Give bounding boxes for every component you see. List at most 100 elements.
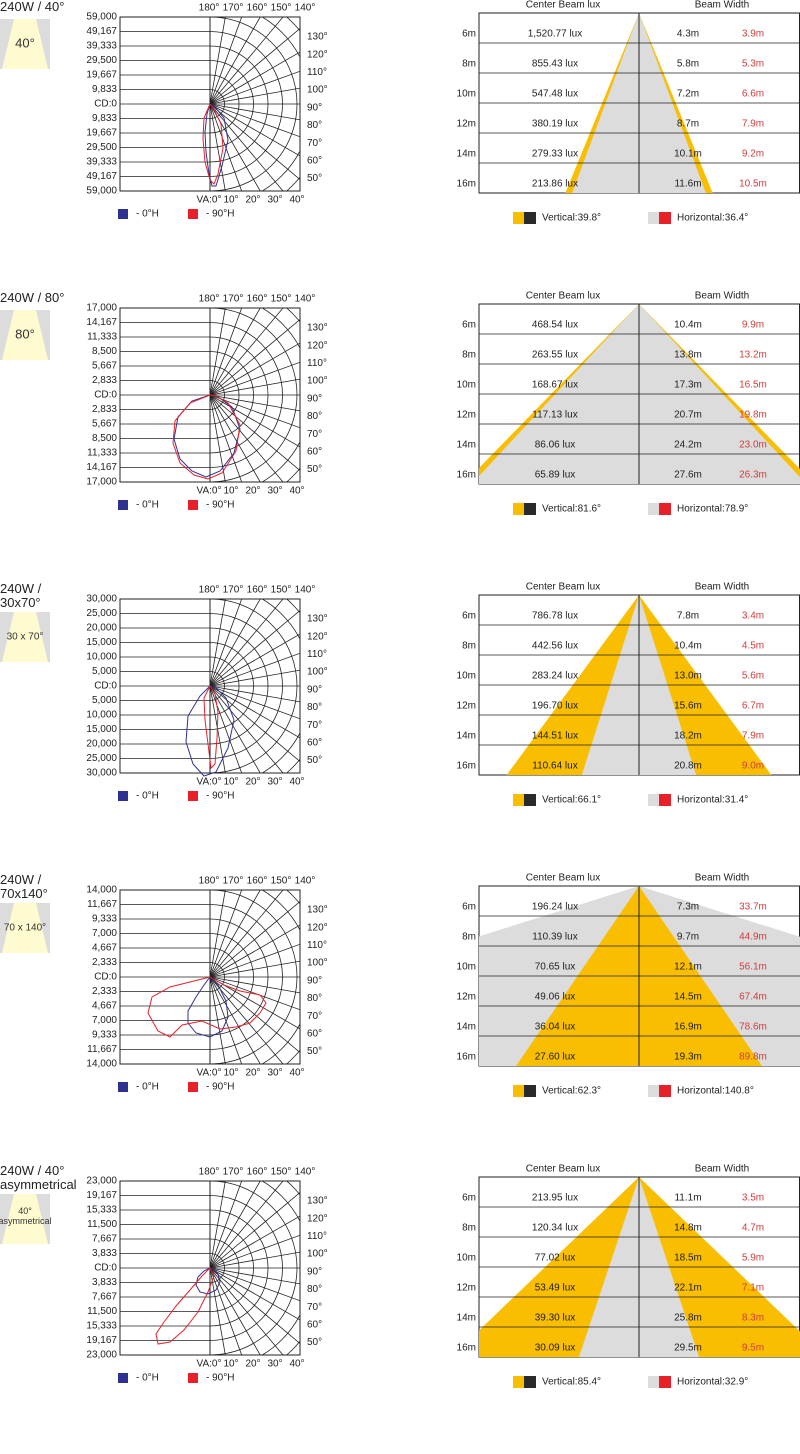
polar-bottom-label: 10° — [223, 1359, 238, 1370]
polar-spoke — [210, 609, 300, 687]
beam-width-horizontal: 9.9m — [742, 320, 764, 331]
beam-icon-label: 80° — [15, 326, 35, 341]
polar-scale-label: 15,000 — [86, 724, 117, 735]
legend-swatch — [188, 1082, 198, 1092]
polar-spoke — [210, 361, 300, 396]
distance-label: 14m — [457, 149, 476, 160]
legend-swatch — [188, 500, 198, 510]
polar-diagram — [119, 16, 301, 192]
beam-width-vertical: 16.9m — [674, 1022, 702, 1033]
beam-width-vertical: 19.3m — [674, 1052, 702, 1063]
polar-spoke — [210, 394, 243, 482]
polar-right-label: 130° — [307, 1196, 328, 1207]
polar-spoke — [210, 943, 300, 978]
polar-spoke — [210, 976, 226, 1064]
polar-spoke — [210, 976, 300, 1011]
polar-scale-label: 14,000 — [86, 885, 117, 896]
polar-spoke — [210, 900, 300, 978]
polar-right-label: 120° — [307, 1213, 328, 1224]
polar-spoke — [210, 394, 300, 429]
polar-right-label: 100° — [307, 376, 328, 387]
polar-spoke — [210, 1215, 300, 1269]
beam-width-horizontal: 5.6m — [742, 671, 764, 682]
beam-width-horizontal: 7.9m — [742, 119, 764, 130]
beam-icon-cone — [2, 310, 48, 360]
legend-label: - 0°H — [136, 1082, 159, 1093]
polar-diagram — [119, 889, 301, 1065]
distance-label: 10m — [457, 1253, 476, 1264]
horizontal-swatch — [648, 794, 660, 806]
polar-bottom-label: VA:0° — [197, 1068, 222, 1079]
beam-icon-label: 40° — [15, 35, 35, 50]
polar-bottom-label: 20° — [245, 486, 260, 497]
polar-spoke — [210, 103, 243, 191]
beam-width-vertical: 10.4m — [674, 641, 702, 652]
polar-spoke — [210, 669, 300, 687]
distance-label: 6m — [462, 902, 476, 913]
curve-90h — [202, 103, 224, 185]
polar-right-label: 120° — [307, 49, 328, 60]
beam-header-width: Beam Width — [695, 873, 749, 884]
chart-block-1: 240W / 40° 40° 59,000 49,167 39,333 29,500 19,… — [0, 0, 800, 224]
polar-right-label: 60° — [307, 1029, 322, 1040]
polar-scale-label: 3,833 — [92, 1277, 117, 1288]
polar-spoke — [210, 1267, 226, 1355]
distance-label: 6m — [462, 29, 476, 40]
chart-title: 240W / 40° — [0, 0, 64, 14]
polar-top-label: 160° — [247, 294, 268, 305]
chart-block-4: 240W /70x140° 70 x 140° 14,000 11,667 9,333 7… — [0, 873, 800, 1097]
beam-width-vertical: 29.5m — [674, 1343, 702, 1354]
polar-spoke — [210, 599, 284, 687]
center-lux-value: 283.24 lux — [532, 671, 578, 682]
polar-top-label: 180° — [199, 1167, 220, 1178]
polar-spoke — [210, 976, 300, 994]
polar-spoke — [210, 1267, 300, 1321]
polar-spoke — [210, 1181, 284, 1269]
center-lux-value: 1,520.77 lux — [528, 29, 583, 40]
beam-width-vertical: 7.8m — [677, 611, 699, 622]
polar-bottom-label: 40° — [289, 1359, 304, 1370]
polar-right-label: 50° — [307, 173, 322, 184]
polar-top-label: 180° — [199, 294, 220, 305]
polar-right-label: 110° — [307, 1231, 327, 1242]
polar-right-label: 70° — [307, 1011, 322, 1022]
polar-spoke — [210, 318, 300, 396]
polar-spoke — [210, 1181, 226, 1269]
polar-scale-label: 15,333 — [86, 1321, 117, 1332]
beam-width-vertical: 15.6m — [674, 701, 702, 712]
polar-bottom-label: 20° — [245, 777, 260, 788]
polar-right-label: 130° — [307, 323, 328, 334]
beam-width-horizontal: 4.7m — [742, 1223, 764, 1234]
polar-spoke — [210, 976, 300, 1030]
vertical-angle-label: Vertical:39.8° — [542, 213, 601, 224]
distance-label: 16m — [457, 470, 476, 481]
polar-scale-label: 7,000 — [92, 1015, 117, 1026]
beam-width-horizontal: 56.1m — [739, 962, 767, 973]
center-lux-value: 263.55 lux — [532, 350, 578, 361]
polar-bottom-label: 10° — [223, 195, 238, 206]
beam-width-horizontal: 8.3m — [742, 1313, 764, 1324]
polar-top-label: 170° — [223, 1167, 244, 1178]
polar-scale-label: 14,000 — [86, 1059, 117, 1070]
polar-spoke — [210, 685, 300, 763]
center-lux-value: 117.13 lux — [532, 410, 577, 421]
distance-label: 14m — [457, 440, 476, 451]
polar-bottom-label: 20° — [245, 1359, 260, 1370]
polar-scale-label: 8,500 — [92, 346, 117, 357]
polar-scale-label: 9,833 — [92, 113, 117, 124]
distance-label: 16m — [457, 761, 476, 772]
legend-swatch — [188, 1373, 198, 1383]
center-lux-value: 786.78 lux — [532, 611, 578, 622]
polar-spoke — [210, 394, 226, 482]
beam-table — [478, 594, 800, 776]
polar-bottom-label: 30° — [267, 195, 282, 206]
polar-top-label: 150° — [271, 3, 292, 14]
center-lux-value: 39.30 lux — [535, 1313, 576, 1324]
polar-spoke — [210, 394, 300, 412]
polar-right-label: 60° — [307, 738, 322, 749]
distance-label: 12m — [457, 992, 476, 1003]
polar-spoke — [210, 1267, 300, 1302]
polar-spoke — [210, 652, 300, 687]
polar-scale-label: 2,833 — [92, 375, 117, 386]
beam-width-vertical: 7.3m — [677, 902, 699, 913]
